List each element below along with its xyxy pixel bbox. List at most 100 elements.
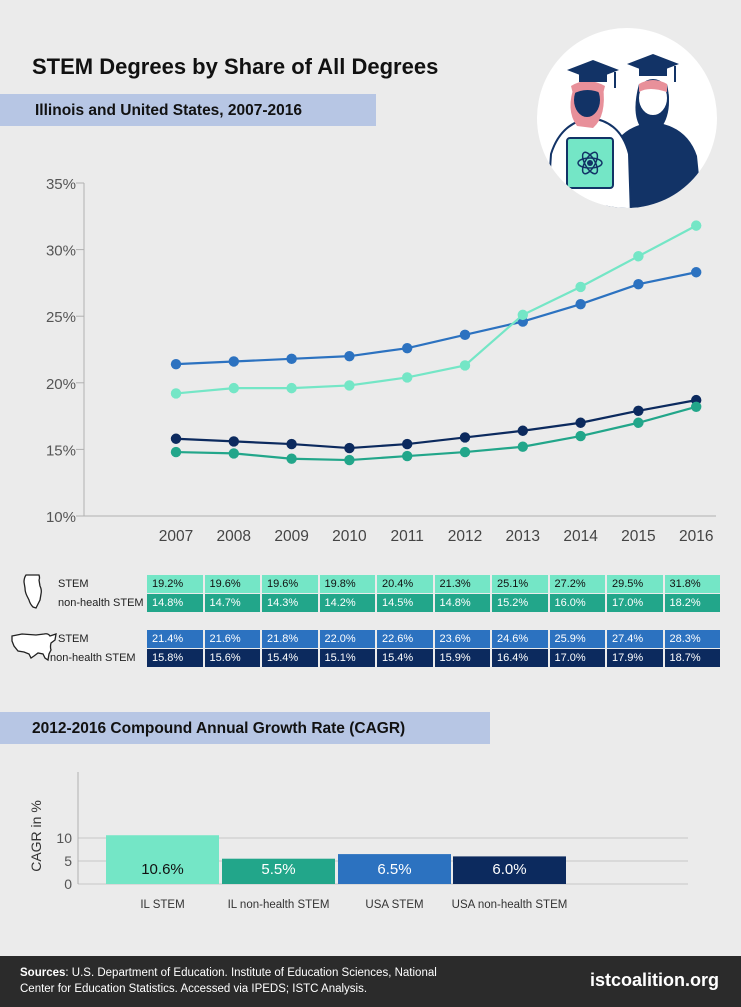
y-tick-label: 35%: [46, 176, 76, 193]
data-point: [286, 438, 297, 450]
bar: [338, 854, 451, 884]
table-cell: 19.2%: [147, 575, 203, 593]
illinois-map-icon: [23, 574, 42, 609]
table-cell: 27.4%: [607, 630, 663, 648]
chart-subtitle: Illinois and United States, 2007-2016: [0, 94, 376, 126]
line-chart: 10% 15% 20% 25% 30% 35% 2007 2008 2009 2010 2011 20…: [46, 176, 716, 545]
x-tick-label: 2014: [563, 528, 598, 545]
series-line: [175, 271, 697, 366]
series-label: non-health STEM: [50, 652, 136, 664]
y-tick-label: 5: [64, 853, 72, 869]
bar: [453, 856, 566, 884]
data-point: [633, 279, 644, 290]
data-point: [402, 438, 413, 450]
table-cell: 21.3%: [434, 575, 490, 593]
x-tick-label: 2007: [159, 528, 193, 545]
series-label: STEM: [58, 633, 89, 645]
data-point: [286, 353, 297, 365]
data-point: [286, 382, 297, 394]
data-point: [344, 442, 355, 454]
table-cell: 15.4%: [377, 649, 433, 667]
y-tick-label: 20%: [46, 376, 76, 393]
data-point: [286, 453, 297, 464]
table-cell: 14.7%: [204, 594, 260, 612]
table-cell: 17.9%: [607, 649, 663, 667]
data-point: [344, 454, 355, 466]
data-point: [517, 441, 528, 452]
x-tick-label: 2011: [391, 528, 424, 545]
series-line: [175, 399, 697, 450]
chart-title: STEM Degrees by Share of All Degrees: [32, 54, 439, 79]
cagr-bar-chart: 0 5 10 CAGR in % 10.6% IL STEM 5.5% IL non-heal…: [28, 772, 688, 911]
table-cell: 19.8%: [319, 575, 375, 593]
data-point: [344, 380, 355, 391]
table-cell: 23.6%: [434, 630, 490, 648]
y-tick-label: 15%: [46, 442, 76, 459]
table-cell: 25.9%: [549, 630, 605, 648]
bar-value-label: 6.0%: [492, 861, 526, 878]
series-label: non-health STEM: [58, 597, 144, 609]
data-point: [459, 446, 471, 458]
sources-text: : U.S. Department of Education. Institut…: [20, 967, 437, 995]
series-line: [175, 224, 697, 395]
y-tick-label: 25%: [46, 309, 76, 326]
sources-note: Sources: U.S. Department of Education. I…: [20, 965, 440, 997]
data-point: [402, 450, 413, 462]
data-point: [633, 251, 644, 262]
row-us-stem: 21.4% 21.6% 21.8% 22.0% 22.6% 23.6% 24.6% 25.9%…: [147, 630, 722, 648]
row-il-nonhealth: 14.8% 14.7% 14.3% 14.2% 14.5% 14.8% 15.2% 16.0%…: [147, 594, 722, 612]
table-cell: 27.2%: [549, 575, 605, 593]
data-point: [228, 382, 239, 394]
table-cell: 14.2%: [319, 594, 375, 612]
graduates-illustration: [537, 28, 717, 208]
table-cell: 21.4%: [147, 630, 203, 648]
y-tick-label: 10: [56, 830, 72, 846]
data-point: [170, 433, 182, 444]
data-point: [170, 446, 182, 458]
table-cell: 25.1%: [492, 575, 548, 593]
data-point: [459, 329, 471, 341]
table-cell: 19.6%: [262, 575, 318, 593]
table-cell: 24.6%: [492, 630, 548, 648]
table-cell: 15.9%: [434, 649, 490, 667]
usa-map-icon: [11, 633, 57, 662]
table-cell: 29.5%: [607, 575, 663, 593]
bar-value-label: 10.6%: [141, 861, 184, 878]
y-tick-label: 0: [64, 876, 72, 892]
data-point: [459, 360, 471, 371]
data-point: [575, 281, 586, 293]
data-point: [402, 342, 413, 354]
data-point: [170, 388, 182, 399]
bar: [222, 858, 335, 884]
data-point: [344, 350, 355, 362]
y-axis-label: CAGR in %: [28, 800, 44, 872]
table-cell: 14.8%: [147, 594, 203, 612]
x-tick-label: 2009: [274, 528, 308, 545]
cagr-title: 2012-2016 Compound Annual Growth Rate (C…: [0, 712, 490, 744]
data-point: [633, 417, 644, 428]
table-cell: 19.6%: [204, 575, 260, 593]
row-il-stem: 19.2% 19.6% 19.6% 19.8% 20.4% 21.3% 25.1% 27.2%…: [147, 575, 722, 593]
x-tick-label: 2012: [448, 528, 482, 545]
category-label: IL non-health STEM: [228, 899, 330, 911]
bar-value-label: 5.5%: [261, 861, 295, 878]
table-cell: 20.4%: [377, 575, 433, 593]
y-tick-label: 10%: [46, 509, 76, 526]
data-point: [691, 267, 702, 278]
row-us-nonhealth: 15.8% 15.6% 15.4% 15.1% 15.4% 15.9% 16.4% 17.0%…: [147, 649, 722, 667]
brand-url: istcoalition.org: [589, 970, 719, 990]
series-label: STEM: [58, 578, 89, 590]
data-point: [575, 417, 586, 428]
data-point: [575, 430, 586, 442]
x-tick-label: 2013: [506, 528, 540, 545]
table-cell: 18.2%: [664, 594, 720, 612]
x-tick-label: 2015: [621, 528, 655, 545]
data-point: [517, 425, 528, 436]
data-point: [575, 299, 586, 310]
category-label: IL STEM: [140, 899, 184, 911]
data-point: [517, 309, 528, 321]
sources-label: Sources: [20, 967, 66, 979]
table-cell: 15.2%: [492, 594, 548, 612]
bar: [106, 835, 219, 884]
bar-value-label: 6.5%: [377, 861, 411, 878]
